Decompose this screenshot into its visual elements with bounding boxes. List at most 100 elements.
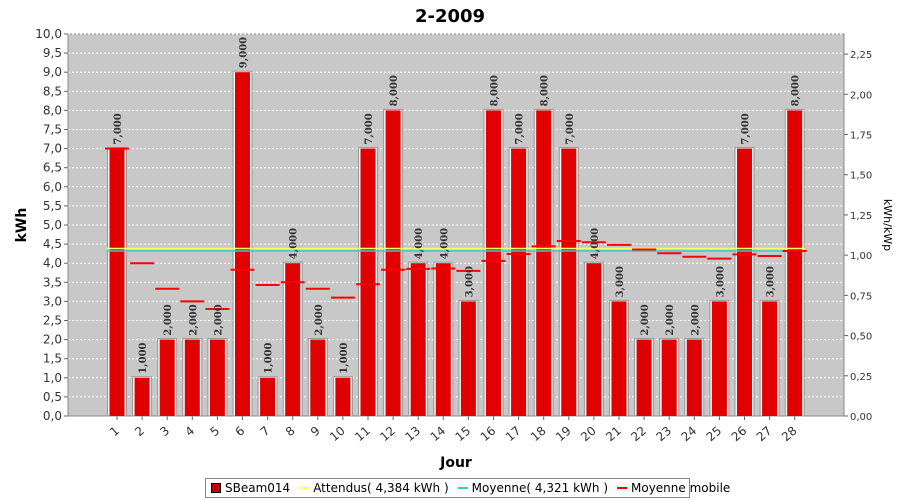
y-tick-label: 6,0 <box>43 180 62 194</box>
legend-label-attendus: Attendus( 4,384 kWh ) <box>313 481 449 495</box>
legend-item-moyenne: Moyenne( 4,321 kWh ) <box>457 481 608 495</box>
x-tick-label: 5 <box>207 424 222 440</box>
y-tick-label: 7,0 <box>43 142 62 156</box>
y-tick-label: 3,5 <box>43 275 62 289</box>
y-tick-label: 2,0 <box>43 333 62 347</box>
x-tick-label: 4 <box>182 424 197 440</box>
bar-value-label: 7,000 <box>113 113 124 144</box>
y2-tick-label: 0,25 <box>850 372 872 383</box>
bar-value-label: 9,000 <box>239 37 250 68</box>
x-tick-label: 6 <box>233 424 248 440</box>
bar <box>586 263 602 416</box>
bar <box>460 301 476 416</box>
bar <box>285 263 301 416</box>
y-tick-label: 9,0 <box>43 65 62 79</box>
x-tick-label: 2 <box>132 424 147 440</box>
x-tick-label: 16 <box>478 424 499 445</box>
y-axis: 0,0 0,5 1,0 1,5 2,0 2,5 3,0 3,5 4,0 4,5 5,0 5,5 6,0 6… <box>35 27 69 423</box>
bar-value-label: 3,000 <box>715 266 726 297</box>
bar-value-label: 2,000 <box>213 304 224 335</box>
y2-tick-label: 0,50 <box>850 332 872 343</box>
bar-value-label: 3,000 <box>766 266 777 297</box>
x-tick-label: 8 <box>283 424 298 440</box>
legend-swatch-attendus <box>299 487 310 489</box>
moving-average <box>105 147 807 311</box>
y-tick-label: 5,0 <box>43 218 62 232</box>
bar <box>686 339 702 416</box>
bar <box>159 339 175 416</box>
legend-swatch-moyenne-mobile <box>617 487 627 489</box>
bar <box>611 301 627 416</box>
bar-value-label: 1,000 <box>339 342 350 373</box>
bar <box>636 339 652 416</box>
bar-value-label: 1,000 <box>138 342 149 373</box>
bar-value-label: 2,000 <box>188 304 199 335</box>
chart-title: 2-2009 <box>415 6 485 27</box>
bar <box>310 339 326 416</box>
x-tick-label: 26 <box>729 424 750 445</box>
x-tick-label: 25 <box>704 424 725 445</box>
x-tick-label: 3 <box>157 424 172 440</box>
value-labels: 7,000 1,000 2,000 2,000 2,000 9,000 1,000 4,000… <box>113 37 802 374</box>
x-tick-label: 20 <box>578 424 599 445</box>
bar-value-label: 4,000 <box>590 228 601 259</box>
x-tick-label: 10 <box>327 424 348 445</box>
bar <box>661 339 677 416</box>
x-tick-label: 22 <box>628 424 649 445</box>
y-tick-label: 1,0 <box>43 371 62 385</box>
x-tick-label: 9 <box>308 424 323 440</box>
y-tick-label: 8,5 <box>43 84 62 98</box>
bar-value-label: 2,000 <box>665 304 676 335</box>
bars <box>107 70 805 417</box>
bar-value-label: 8,000 <box>540 75 551 106</box>
bar <box>787 110 803 417</box>
bar <box>536 110 552 417</box>
bar-value-label: 1,000 <box>264 342 275 373</box>
bar-value-label: 2,000 <box>690 304 701 335</box>
x-axis-title: Jour <box>439 455 472 471</box>
x-tick-label: 14 <box>428 424 449 445</box>
bar-value-label: 2,000 <box>640 304 651 335</box>
legend-label-moyenne-mobile: Moyenne mobile <box>631 481 731 495</box>
bar <box>511 148 527 416</box>
bar-value-label: 4,000 <box>414 228 425 259</box>
x-tick-label: 19 <box>553 424 574 445</box>
bar <box>184 339 200 416</box>
legend-swatch-moyenne <box>457 487 468 489</box>
x-tick-label: 24 <box>679 424 700 445</box>
bar-value-label: 7,000 <box>515 113 526 144</box>
bar <box>335 377 351 416</box>
bar-value-label: 3,000 <box>615 266 626 297</box>
bar-value-label: 3,000 <box>464 266 475 297</box>
bar <box>209 339 225 416</box>
x-tick-label: 15 <box>453 424 474 445</box>
y2-axis: 0,00 0,25 0,50 0,75 1,00 1,25 1,50 1,75 2,00 2,25 <box>843 34 872 423</box>
y-tick-label: 2,5 <box>43 314 62 328</box>
bar <box>711 301 727 416</box>
y-tick-label: 6,5 <box>43 161 62 175</box>
bar-value-label: 7,000 <box>741 113 752 144</box>
legend-label-moyenne: Moyenne( 4,321 kWh ) <box>471 481 608 495</box>
bar-value-label: 2,000 <box>163 304 174 335</box>
legend-item-moyenne-mobile: Moyenne mobile <box>617 481 730 495</box>
y-tick-label: 9,5 <box>43 46 62 60</box>
x-tick-label: 28 <box>779 424 800 445</box>
x-tick-label: 12 <box>377 424 398 445</box>
bar <box>410 263 426 416</box>
bar-value-label: 8,000 <box>490 75 501 106</box>
bar <box>235 72 250 416</box>
bar <box>360 148 376 416</box>
bar <box>109 148 125 416</box>
x-tick-label: 21 <box>603 424 624 445</box>
legend-swatch-sbeam <box>211 483 221 493</box>
legend-item-attendus: Attendus( 4,384 kWh ) <box>299 481 449 495</box>
y-tick-label: 3,0 <box>43 294 62 308</box>
y2-tick-label: 0,75 <box>850 291 872 302</box>
x-tick-label: 1 <box>107 424 122 440</box>
bar <box>260 377 276 416</box>
x-tick-label: 13 <box>402 424 423 445</box>
bar <box>737 148 752 416</box>
y2-tick-label: 1,75 <box>850 131 872 142</box>
x-tick-label: 18 <box>528 424 549 445</box>
